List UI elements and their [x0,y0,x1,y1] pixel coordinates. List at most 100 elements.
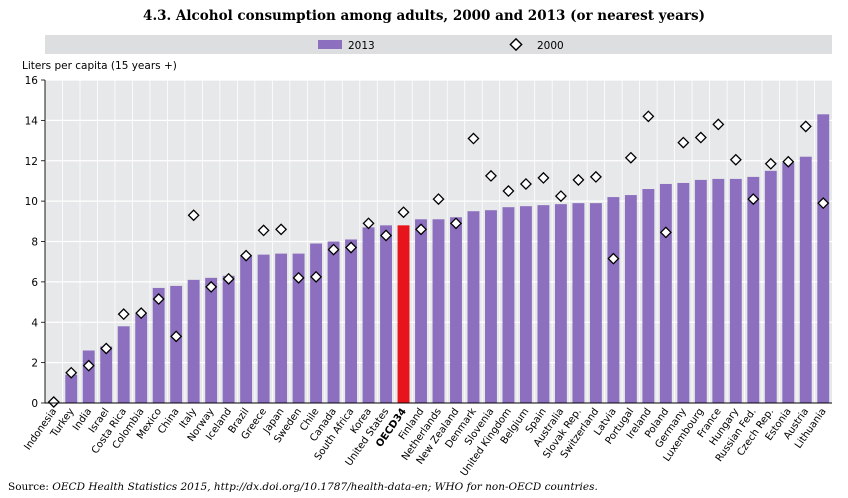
bar-2013 [152,287,165,403]
marker-2000 [205,280,218,293]
bar-2013 [275,253,288,403]
y-tick-label: 6 [31,277,38,289]
legend-label-2000: 2000 [537,40,564,52]
marker-2000 [817,197,830,210]
bar-2013 [65,374,78,403]
bar-2013 [589,203,602,403]
bar-2013 [624,195,637,403]
bar-2013 [799,156,812,403]
bar-2013 [712,178,725,403]
marker-2000 [572,173,585,186]
bar-2013 [117,326,130,403]
bar-2013 [100,346,113,403]
bar-2013 [82,350,95,403]
marker-2000 [502,185,515,198]
marker-2000 [170,330,183,343]
bar-2013 [485,210,497,403]
bar-2013 [310,243,323,403]
bar-2013 [432,219,445,403]
bar-2013 [240,255,253,403]
y-tick-label: 0 [31,398,38,410]
bar-2013 [467,211,480,403]
y-tick-label: 2 [31,358,38,370]
source-note: Source: OECD Health Statistics 2015, htt… [8,481,598,493]
marker-2000 [764,157,777,170]
marker-2000 [327,243,340,256]
marker-2000 [484,169,497,182]
y-tick-label: 16 [25,75,39,87]
marker-2000 [642,110,655,123]
y-tick-label: 12 [25,156,38,168]
marker-2000 [380,229,393,242]
marker-2000 [624,151,637,164]
plot-area [45,79,832,409]
marker-2000 [677,136,690,149]
legend-marker-2000 [509,37,523,52]
bar-2013 [642,189,655,403]
marker-2000 [257,224,270,237]
bar-2013 [205,277,218,403]
marker-2000 [65,366,78,379]
legend-swatch-2013 [318,40,342,49]
marker-2000 [345,241,358,254]
bar-2013 [747,176,760,403]
marker-2000 [292,271,305,284]
legend: 2013 2000 [45,35,832,54]
marker-2000 [222,272,235,285]
bar-2013 [170,285,183,403]
marker-2000 [799,120,812,133]
marker-2000 [467,132,480,145]
marker-2000 [747,193,760,206]
marker-2000 [782,155,795,168]
marker-2000 [449,217,462,230]
marker-2000 [537,171,550,184]
bar-2013 [345,239,358,403]
bar-2013 [817,114,830,403]
bar-2013 [694,179,707,403]
bar-2013 [519,206,532,403]
bar-2013 [607,197,620,403]
bar-2013 [397,225,410,403]
legend-label-2013: 2013 [348,40,375,52]
bar-2013 [292,253,305,403]
bar-2013 [764,170,777,403]
marker-2000 [519,177,532,190]
y-tick-label: 10 [25,196,38,208]
marker-2000 [117,308,130,321]
bar-2013 [659,183,672,403]
marker-2000 [554,190,567,203]
marker-2000 [415,223,428,236]
marker-2000 [152,293,165,306]
bar-2013 [135,314,148,403]
bar-2013 [450,217,462,403]
marker-2000 [694,131,707,144]
marker-2000 [310,270,323,283]
marker-2000 [607,252,620,265]
y-tick-label: 8 [31,237,38,249]
marker-2000 [82,359,95,372]
marker-2000 [47,395,60,409]
bar-2013 [362,227,375,403]
y-tick-label: 14 [25,115,39,127]
bar-chart: 2013 2000 Liters per capita (15 years +) 0… [22,35,832,478]
bar-2013 [554,204,567,403]
marker-2000 [432,193,445,206]
marker-2000 [135,307,148,320]
marker-2000 [397,206,410,219]
bar-2013 [572,203,585,403]
bar-2013 [187,279,200,403]
bar-2013 [502,207,515,403]
marker-2000 [659,226,672,239]
legend-background [45,35,832,54]
y-axis-label: Liters per capita (15 years +) [22,60,177,72]
bar-2013 [380,225,392,403]
bar-2013 [327,241,340,403]
source-prefix: Source: [8,481,53,493]
marker-2000 [100,342,113,355]
chart-title: 4.3. Alcohol consumption among adults, 2… [143,8,705,24]
bar-2013 [782,162,795,403]
marker-2000 [187,209,200,222]
bar-2013 [537,205,550,403]
marker-2000 [712,118,725,131]
bar-2013 [729,178,742,403]
